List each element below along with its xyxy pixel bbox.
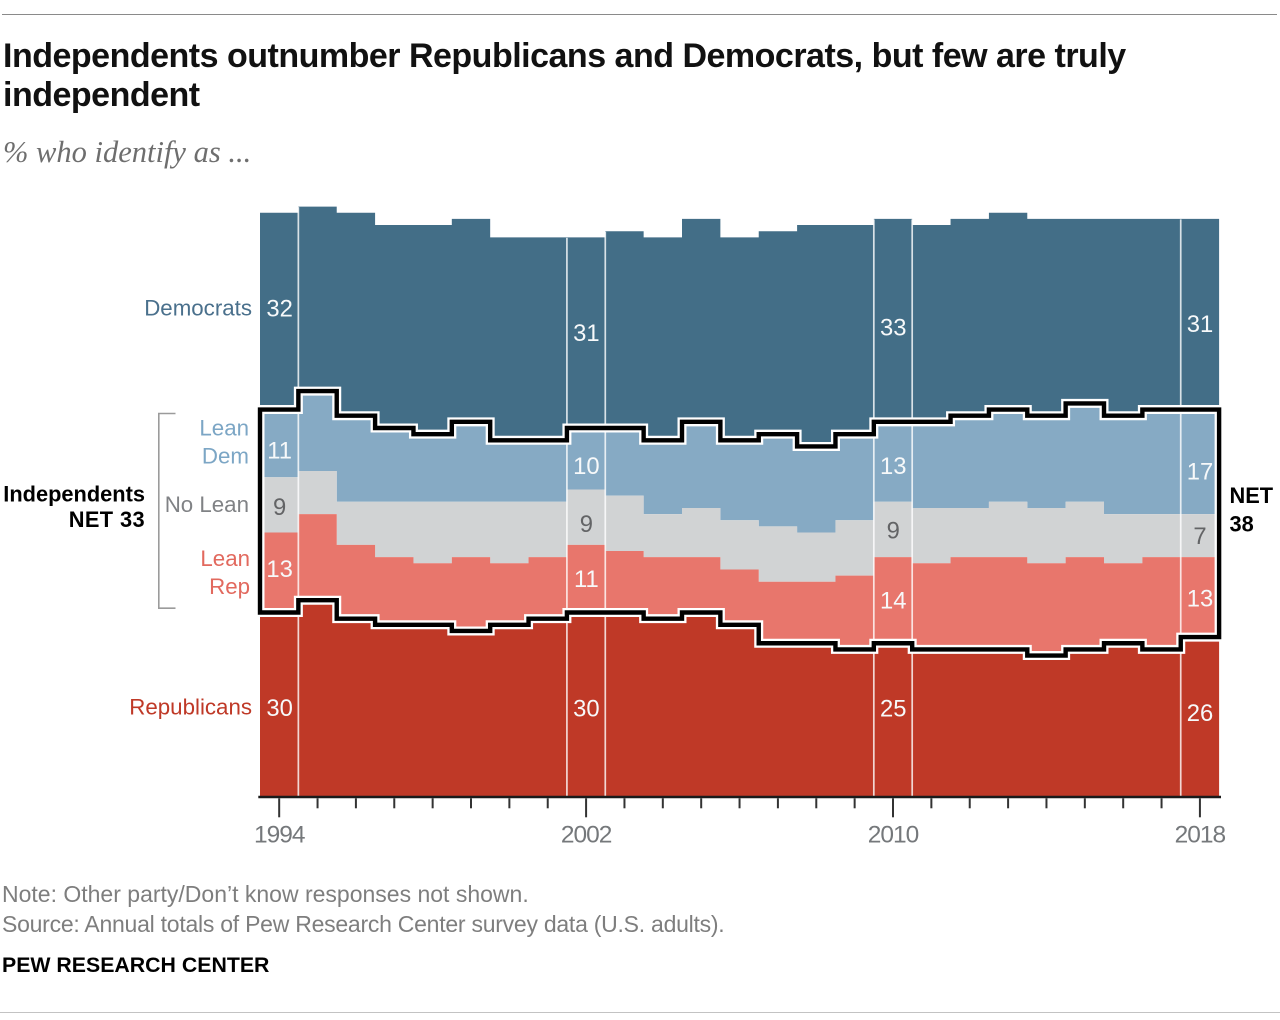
svg-text:13: 13 bbox=[880, 453, 906, 480]
svg-text:14: 14 bbox=[880, 588, 906, 615]
svg-text:30: 30 bbox=[573, 695, 599, 722]
svg-text:30: 30 bbox=[266, 695, 292, 722]
svg-text:2010: 2010 bbox=[868, 822, 919, 849]
svg-text:38: 38 bbox=[1230, 511, 1254, 536]
svg-text:NET: NET bbox=[1230, 483, 1274, 508]
svg-text:33: 33 bbox=[880, 315, 906, 342]
svg-text:NET 33: NET 33 bbox=[69, 507, 145, 532]
svg-text:9: 9 bbox=[887, 518, 900, 545]
svg-text:Republicans: Republicans bbox=[129, 695, 252, 720]
svg-text:No Lean: No Lean bbox=[165, 492, 249, 517]
svg-text:13: 13 bbox=[266, 556, 292, 583]
svg-text:31: 31 bbox=[1187, 311, 1213, 338]
svg-text:10: 10 bbox=[573, 453, 599, 480]
svg-text:9: 9 bbox=[580, 511, 593, 538]
svg-text:11: 11 bbox=[267, 437, 292, 464]
svg-text:13: 13 bbox=[1187, 585, 1213, 612]
svg-text:31: 31 bbox=[573, 320, 599, 347]
svg-text:26: 26 bbox=[1187, 700, 1213, 727]
svg-text:11: 11 bbox=[574, 566, 599, 593]
svg-text:Independents: Independents bbox=[3, 481, 145, 506]
svg-text:1994: 1994 bbox=[254, 822, 305, 849]
svg-text:2018: 2018 bbox=[1175, 822, 1226, 849]
svg-text:Lean: Lean bbox=[200, 546, 250, 571]
svg-text:2002: 2002 bbox=[561, 822, 612, 849]
svg-text:Dem: Dem bbox=[202, 444, 249, 469]
svg-text:Lean: Lean bbox=[199, 416, 249, 441]
svg-text:32: 32 bbox=[266, 295, 292, 322]
svg-text:Rep: Rep bbox=[209, 574, 250, 599]
svg-text:9: 9 bbox=[273, 494, 286, 521]
svg-text:7: 7 bbox=[1193, 523, 1206, 550]
svg-text:17: 17 bbox=[1187, 459, 1213, 486]
svg-text:25: 25 bbox=[880, 695, 906, 722]
svg-text:Democrats: Democrats bbox=[144, 296, 252, 321]
